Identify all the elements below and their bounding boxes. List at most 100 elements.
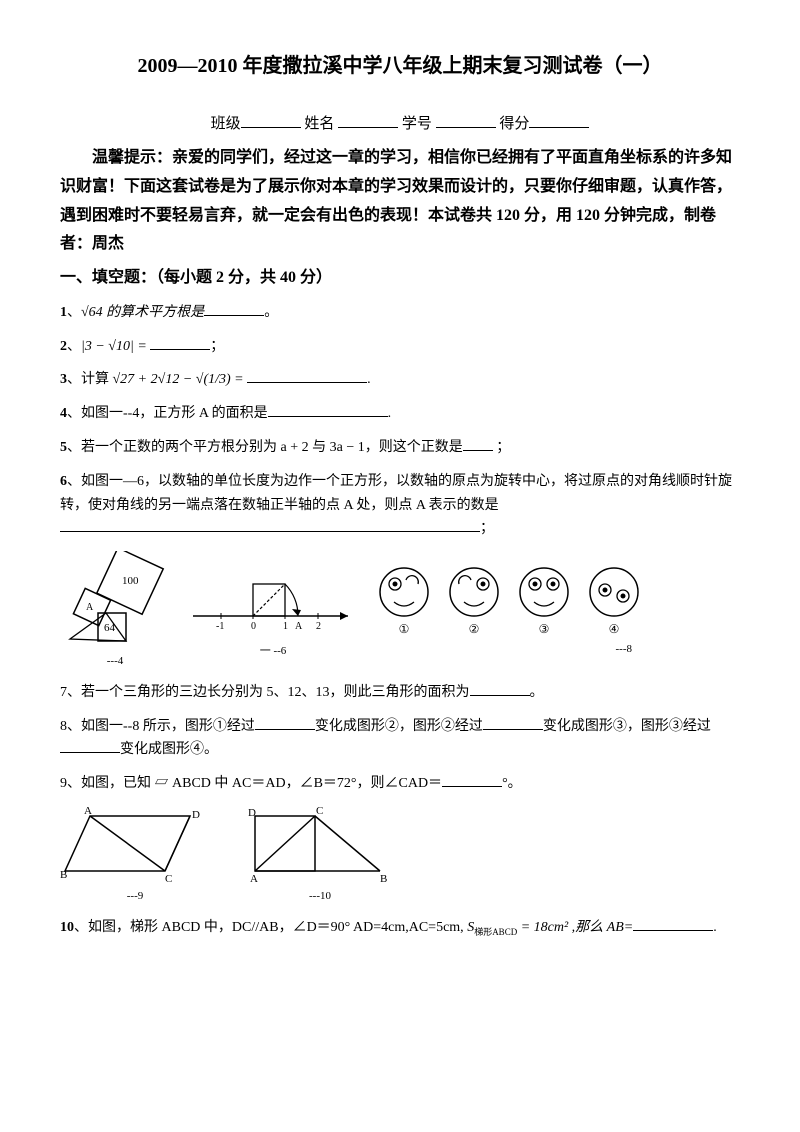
q9-blank[interactable]	[442, 773, 502, 787]
name-label: 姓名	[304, 116, 334, 132]
figure-10: A B C D ---10	[240, 806, 400, 906]
figures-row-4-6-8: 100 A 64 ---4 -1 0 1 A 2 一 --6	[60, 551, 740, 671]
sid-blank[interactable]	[436, 114, 496, 128]
face-3: ③	[516, 564, 572, 639]
q5-text: 若一个正数的两个平方根分别为 a + 2 与 3a − 1，则这个正数是	[81, 440, 463, 455]
class-label: 班级	[211, 116, 241, 132]
face-3-svg	[516, 564, 572, 620]
question-10: 10、如图，梯形 ABCD 中，DC//AB，∠D＝90° AD=4cm,AC=…	[60, 916, 740, 940]
faces-group: ① ②	[376, 564, 642, 639]
question-8: 8、如图一--8 所示，图形①经过变化成图形②，图形②经过变化成图形③，图形③经…	[60, 715, 740, 763]
q5-num: 5	[60, 440, 67, 455]
face-2-svg	[446, 564, 502, 620]
svg-text:0: 0	[251, 621, 256, 632]
q4-blank[interactable]	[268, 403, 388, 417]
q4-end: .	[388, 406, 392, 421]
q10-subscript: 梯形ABCD	[474, 926, 517, 936]
q6-end: ；	[480, 521, 494, 536]
q10-blank[interactable]	[633, 917, 713, 931]
q3-end: .	[367, 372, 371, 387]
score-blank[interactable]	[529, 114, 589, 128]
question-1: 1、√64 的算术平方根是。	[60, 301, 740, 325]
q6-text: 如图一—6，以数轴的单位长度为边作一个正方形，以数轴的原点为旋转中心，将过原点的…	[60, 474, 732, 513]
svg-text:A: A	[84, 806, 92, 817]
q10-num: 10	[60, 920, 74, 935]
q3-expr: √27 + 2√12 − √(1/3) =	[113, 372, 244, 387]
question-2: 2、|3 − √10| = ；	[60, 335, 740, 359]
figure-4: 100 A 64 ---4	[60, 551, 170, 671]
q8-pre: 如图一--8 所示，图形①经过	[81, 719, 255, 734]
q9-num: 9	[60, 776, 67, 791]
q4-num: 4	[60, 406, 67, 421]
q2-end: ；	[210, 339, 224, 354]
class-blank[interactable]	[241, 114, 301, 128]
q8-blank-1[interactable]	[255, 716, 315, 730]
question-6: 6、如图一—6，以数轴的单位长度为边作一个正方形，以数轴的原点为旋转中心，将过原…	[60, 470, 740, 541]
q1-text: √64 的算术平方根是	[81, 305, 204, 320]
figure-4-label: ---4	[107, 653, 124, 671]
question-4: 4、如图一--4，正方形 A 的面积是.	[60, 402, 740, 426]
q8-mid2: 变化成图形③，图形③经过	[543, 719, 711, 734]
svg-text:1: 1	[283, 621, 288, 632]
student-info-line: 班级 姓名 学号 得分	[60, 112, 740, 136]
q5-blank[interactable]	[463, 437, 493, 451]
svg-text:B: B	[380, 873, 387, 885]
q8-blank-2[interactable]	[483, 716, 543, 730]
question-5: 5、若一个正数的两个平方根分别为 a + 2 与 3a − 1，则这个正数是 ；	[60, 436, 740, 460]
svg-text:2: 2	[316, 621, 321, 632]
q10-end: .	[713, 920, 717, 935]
q7-blank[interactable]	[470, 682, 530, 696]
exam-title: 2009—2010 年度撒拉溪中学八年级上期末复习测试卷（一）	[60, 50, 740, 82]
q8-num: 8	[60, 719, 67, 734]
face-1: ①	[376, 564, 432, 639]
q2-text: |3 − √10| =	[81, 339, 147, 354]
q10-pre: 如图，梯形 ABCD 中，DC//AB，∠D＝90° AD=4cm,AC=5cm…	[88, 920, 464, 935]
figure-9-label: ---9	[127, 888, 144, 906]
q6-blank[interactable]	[60, 518, 480, 532]
figure-6-label: 一 --6	[260, 643, 287, 661]
face-4: ④	[586, 564, 642, 639]
svg-text:100: 100	[122, 575, 139, 587]
figure-4-svg: 100 A 64	[60, 551, 170, 651]
q9-text: 如图，已知 ▱ ABCD 中 AC＝AD，∠B＝72°，则∠CAD＝	[81, 776, 442, 791]
q2-blank[interactable]	[150, 336, 210, 350]
q4-text: 如图一--4，正方形 A 的面积是	[81, 406, 268, 421]
question-7: 7、若一个三角形的三边长分别为 5、12、13，则此三角形的面积为。	[60, 681, 740, 705]
q9-end: °。	[502, 776, 522, 791]
q3-num: 3	[60, 372, 67, 387]
figure-10-label: ---10	[309, 888, 331, 906]
svg-text:B: B	[60, 869, 67, 881]
q8-mid1: 变化成图形②，图形②经过	[315, 719, 483, 734]
q1-blank[interactable]	[204, 302, 264, 316]
score-label: 得分	[499, 116, 529, 132]
q5-end: ；	[496, 440, 510, 455]
svg-text:C: C	[316, 806, 323, 817]
name-blank[interactable]	[338, 114, 398, 128]
sid-label: 学号	[402, 116, 432, 132]
face-2: ②	[446, 564, 502, 639]
figures-row-9-10: A B C D ---9 A B C D ---10	[60, 806, 740, 906]
face-1-svg	[376, 564, 432, 620]
svg-text:D: D	[192, 809, 200, 821]
q3-blank[interactable]	[247, 369, 367, 383]
q8-mid3: 变化成图形④。	[120, 742, 218, 757]
q8-blank-3[interactable]	[60, 739, 120, 753]
figure-8-label: ---8	[616, 641, 633, 659]
figure-10-svg: A B C D	[240, 806, 400, 886]
q1-num: 1	[60, 305, 67, 320]
svg-text:A: A	[295, 621, 303, 632]
q3-pre: 计算	[81, 372, 109, 387]
q7-num: 7	[60, 685, 67, 700]
figure-9-svg: A B C D	[60, 806, 210, 886]
q2-num: 2	[60, 339, 67, 354]
svg-text:-1: -1	[216, 621, 224, 632]
face-2-label: ②	[469, 620, 480, 639]
face-1-label: ①	[399, 620, 410, 639]
svg-text:A: A	[250, 873, 258, 885]
section-1-header: 一、填空题：（每小题 2 分，共 40 分）	[60, 265, 740, 291]
q1-end: 。	[264, 305, 278, 320]
face-3-label: ③	[539, 620, 550, 639]
q6-num: 6	[60, 474, 67, 489]
question-3: 3、计算 √27 + 2√12 − √(1/3) = .	[60, 368, 740, 392]
figure-6-svg: -1 0 1 A 2	[188, 561, 358, 641]
